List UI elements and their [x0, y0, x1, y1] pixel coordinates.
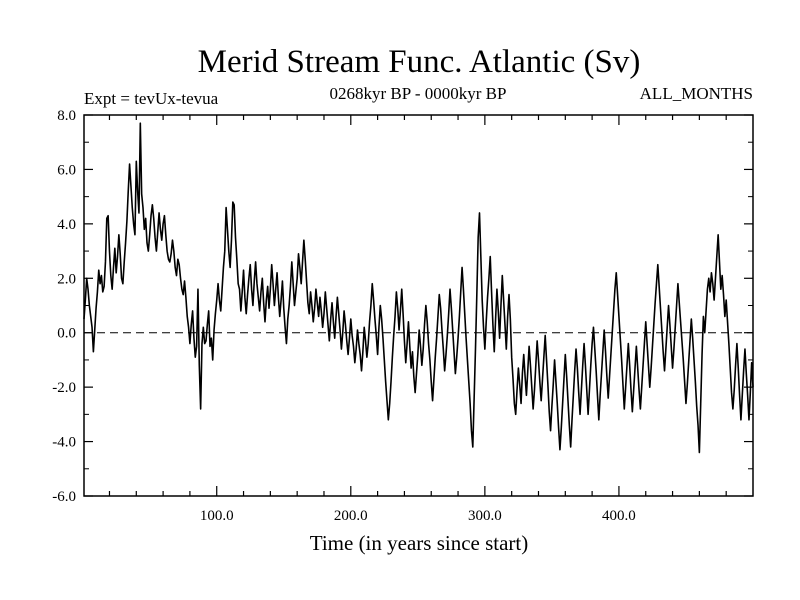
plot-frame: [83, 114, 754, 497]
experiment-label: Expt = tevUx-tevua: [84, 89, 219, 108]
y-tick-label: 0.0: [57, 326, 76, 342]
y-tick-label: 2.0: [57, 271, 76, 287]
y-tick-label: 4.0: [57, 217, 76, 233]
x-tick-label: 100.0: [200, 508, 234, 524]
chart-title: Merid Stream Func. Atlantic (Sv): [198, 44, 641, 80]
x-tick-label: 300.0: [468, 508, 502, 524]
plot-area: -6.0 -4.0 -2.0 0.0 2.0 4.0 6.0 8.0 100.0 200.0 300…: [52, 108, 754, 524]
months-label: ALL_MONTHS: [640, 84, 753, 103]
y-tick-label: 8.0: [57, 108, 76, 124]
x-tick-label: 400.0: [602, 508, 636, 524]
x-tick-label: 200.0: [334, 508, 368, 524]
y-tick-label: 6.0: [57, 162, 76, 178]
time-range-label: 0268kyr BP - 0000kyr BP: [330, 84, 507, 103]
y-tick-label: -4.0: [52, 435, 76, 451]
x-axis-label: Time (in years since start): [310, 531, 529, 555]
y-tick-label: -6.0: [52, 489, 76, 505]
y-tick-label: -2.0: [52, 380, 76, 396]
series-line-0: [83, 122, 754, 454]
